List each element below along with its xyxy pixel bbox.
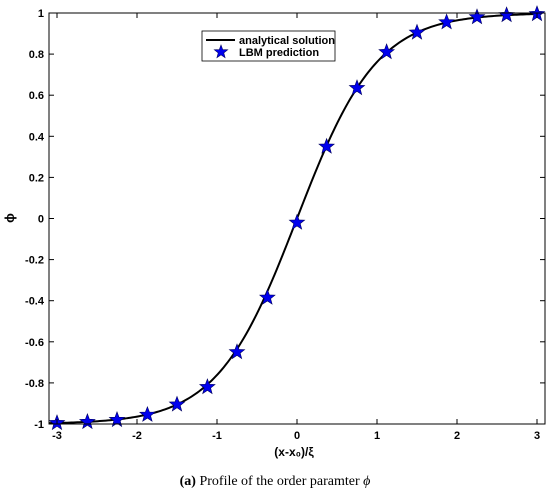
lbm-point [378, 43, 396, 60]
y-tick-label: 0.8 [29, 49, 44, 61]
x-tick-label: 3 [534, 430, 540, 442]
legend-star-icon [213, 44, 229, 59]
x-tick-label: 0 [294, 430, 300, 442]
x-tick-label: -1 [212, 430, 222, 442]
x-tick-label: -3 [52, 430, 62, 442]
lbm-point [198, 378, 216, 395]
figure-caption: (a) Profile of the order paramter ϕ [0, 474, 550, 490]
x-axis: -3 -2 -1 0 1 2 3 [52, 13, 540, 442]
x-tick-label: 1 [374, 430, 380, 442]
lbm-point [228, 343, 246, 360]
lbm-point [348, 79, 366, 96]
legend-box [201, 30, 336, 62]
y-tick-label: -0.2 [25, 255, 44, 267]
y-axis-label: ϕ [2, 213, 17, 223]
lbm-point [108, 411, 126, 428]
lbm-point [318, 137, 336, 154]
legend-label-lbm: LBM prediction [239, 47, 319, 59]
legend: analytical solution LBM prediction [201, 30, 336, 62]
x-tick-label: 2 [454, 430, 460, 442]
y-tick-label: 0 [38, 214, 44, 226]
lbm-point [288, 213, 306, 230]
lbm-point [438, 13, 456, 30]
y-tick-label: -0.6 [25, 337, 44, 349]
lbm-point [168, 395, 186, 412]
caption-text: Profile of the order paramter [195, 474, 364, 489]
lbm-point [468, 8, 486, 25]
y-tick-label: 0.4 [29, 131, 45, 143]
y-axis: -1 -0.8 -0.6 -0.4 -0.2 0 0.2 0.4 0.6 0.8 1 [25, 8, 545, 431]
lbm-marker-layer [48, 5, 546, 431]
caption-label: (a) [179, 474, 196, 489]
y-tick-label: 0.6 [29, 90, 44, 102]
x-axis-label: (x-x₀)/ξ [274, 445, 314, 459]
lbm-point [258, 288, 276, 305]
y-tick-label: 1 [38, 8, 44, 20]
y-tick-label: 0.2 [29, 172, 44, 184]
lbm-point [78, 413, 96, 430]
legend-label-analytical: analytical solution [239, 35, 335, 47]
x-tick-label: -2 [132, 430, 142, 442]
y-tick-label: -0.8 [25, 378, 44, 390]
y-tick-label: -0.4 [25, 296, 45, 308]
lbm-point [138, 405, 156, 422]
chart: -3 -2 -1 0 1 2 3 -1 -0.8 -0.6 -0.4 -0.2 0 0.2 0.4 0.6 0… [2, 5, 546, 459]
caption-symbol: ϕ [363, 474, 371, 489]
lbm-point [408, 23, 426, 40]
y-tick-label: -1 [34, 419, 44, 431]
